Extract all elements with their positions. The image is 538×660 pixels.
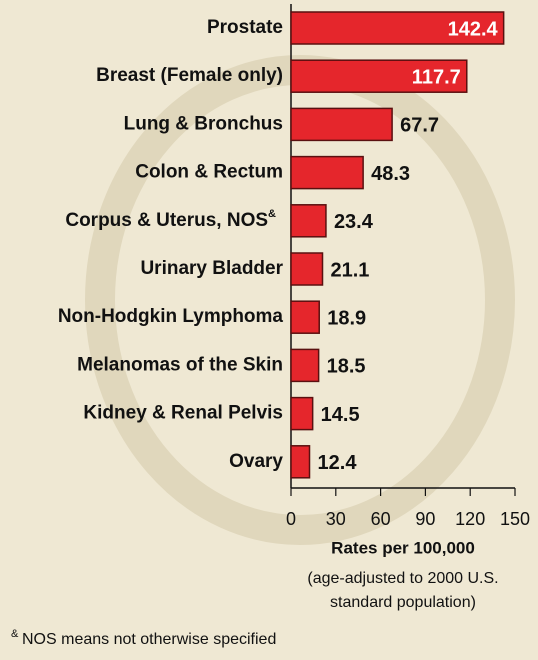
bar: [291, 108, 392, 140]
bar: [291, 398, 313, 430]
value-label: 23.4: [334, 211, 374, 233]
x-tick-label: 90: [415, 509, 435, 529]
category-label: Urinary Bladder: [140, 258, 283, 279]
category-label: Corpus & Uterus, NOS&: [65, 208, 276, 231]
category-label: Lung & Bronchus: [124, 113, 283, 134]
footnote-marker: &: [11, 628, 19, 640]
category-label: Prostate: [207, 17, 283, 38]
category-label: Non-Hodgkin Lymphoma: [58, 306, 284, 327]
chart: Rates per 100,000 (age-adjusted to 2000 …: [0, 0, 538, 660]
footnote-marker: &: [268, 208, 276, 220]
value-label: 18.5: [327, 356, 366, 378]
bar: [291, 157, 363, 189]
x-axis-sublabel: standard population): [330, 594, 476, 611]
value-label: 12.4: [318, 452, 358, 474]
x-axis-label: Rates per 100,000: [331, 538, 475, 557]
value-label: 142.4: [448, 18, 499, 40]
x-tick-label: 150: [500, 509, 530, 529]
x-tick-label: 120: [455, 509, 485, 529]
value-label: 117.7: [412, 66, 461, 88]
bar: [291, 446, 310, 478]
category-label: Kidney & Renal Pelvis: [83, 403, 283, 424]
value-label: 21.1: [331, 259, 370, 281]
x-tick-label: 30: [326, 509, 346, 529]
category-label: Colon & Rectum: [135, 162, 283, 183]
value-label: 67.7: [400, 115, 439, 137]
value-label: 14.5: [321, 404, 360, 426]
background: [0, 0, 538, 660]
bar: [291, 301, 319, 333]
bar: [291, 253, 323, 285]
x-axis-sublabel: (age-adjusted to 2000 U.S.: [307, 570, 498, 587]
category-label: Ovary: [229, 451, 283, 472]
category-label: Melanomas of the Skin: [77, 354, 283, 375]
bar: [291, 349, 319, 381]
category-text: Corpus & Uterus, NOS: [65, 210, 268, 231]
category-label: Breast (Female only): [96, 65, 283, 86]
x-tick-label: 0: [286, 509, 296, 529]
value-label: 18.9: [327, 307, 366, 329]
x-tick-label: 60: [371, 509, 391, 529]
value-label: 48.3: [371, 163, 410, 185]
footnote: NOS means not otherwise specified: [22, 631, 276, 648]
bar: [291, 205, 326, 237]
